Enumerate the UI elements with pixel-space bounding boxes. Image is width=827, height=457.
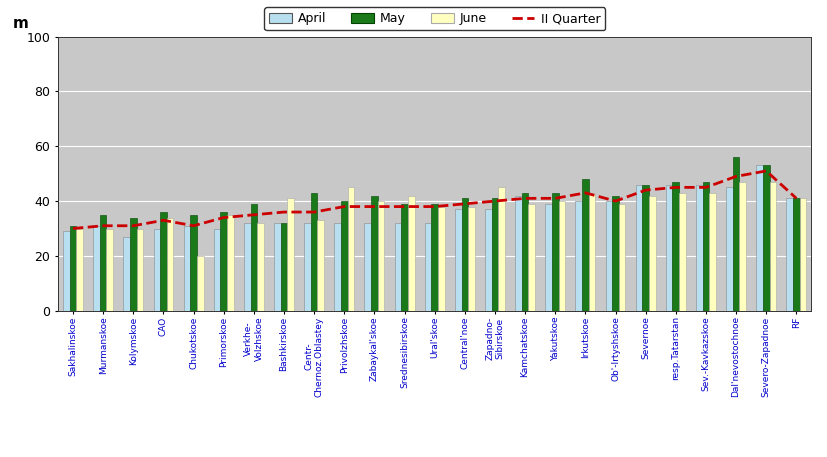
Bar <box>575 201 581 311</box>
Bar <box>762 165 768 311</box>
Bar <box>437 207 444 311</box>
Bar <box>588 193 595 311</box>
Bar <box>334 223 341 311</box>
Bar <box>739 182 745 311</box>
Bar <box>611 196 618 311</box>
Bar <box>648 196 655 311</box>
Bar <box>461 198 467 311</box>
Bar <box>709 193 715 311</box>
Bar <box>678 193 685 311</box>
Bar <box>552 193 558 311</box>
Bar <box>136 228 143 311</box>
Bar <box>545 204 552 311</box>
Bar <box>63 231 69 311</box>
Bar <box>696 185 702 311</box>
Bar <box>618 204 624 311</box>
Bar <box>485 209 491 311</box>
Bar <box>244 223 251 311</box>
Bar <box>528 204 534 311</box>
Bar <box>190 215 197 311</box>
Bar <box>213 228 220 311</box>
Bar <box>755 165 762 311</box>
Bar <box>317 220 323 311</box>
Bar <box>251 204 257 311</box>
Bar <box>394 223 401 311</box>
Bar <box>799 198 805 311</box>
Bar <box>498 187 504 311</box>
Bar <box>408 196 414 311</box>
Bar <box>227 215 233 311</box>
Bar <box>732 157 739 311</box>
Bar <box>123 237 130 311</box>
Bar <box>725 187 732 311</box>
Bar <box>100 215 107 311</box>
Legend: April, May, June, II Quarter: April, May, June, II Quarter <box>264 7 605 30</box>
Bar <box>642 185 648 311</box>
Bar <box>166 218 173 311</box>
Bar <box>280 223 287 311</box>
Bar <box>347 187 354 311</box>
Bar <box>635 185 642 311</box>
Bar <box>69 226 76 311</box>
Bar <box>581 179 588 311</box>
Bar <box>341 201 347 311</box>
Bar <box>558 201 565 311</box>
Bar <box>491 198 498 311</box>
Bar <box>76 228 83 311</box>
Bar <box>702 182 709 311</box>
Bar <box>220 212 227 311</box>
Bar <box>768 182 775 311</box>
Bar <box>310 193 317 311</box>
Bar <box>153 228 160 311</box>
Bar <box>370 196 377 311</box>
Bar <box>786 198 792 311</box>
Bar <box>160 212 166 311</box>
Bar <box>792 198 799 311</box>
Bar <box>287 198 294 311</box>
Bar <box>605 201 611 311</box>
Bar <box>364 223 370 311</box>
Bar <box>424 223 431 311</box>
Bar <box>130 218 136 311</box>
Bar <box>514 196 521 311</box>
Bar <box>401 204 408 311</box>
Bar <box>93 226 100 311</box>
Bar <box>431 204 437 311</box>
Bar <box>665 185 672 311</box>
Bar <box>521 193 528 311</box>
Bar <box>454 209 461 311</box>
Bar <box>467 207 474 311</box>
Bar <box>197 256 203 311</box>
Bar <box>274 223 280 311</box>
Y-axis label: m: m <box>13 16 29 31</box>
Bar <box>184 226 190 311</box>
Bar <box>257 223 264 311</box>
Bar <box>672 182 678 311</box>
Bar <box>304 223 310 311</box>
Bar <box>377 201 384 311</box>
Bar <box>107 228 113 311</box>
